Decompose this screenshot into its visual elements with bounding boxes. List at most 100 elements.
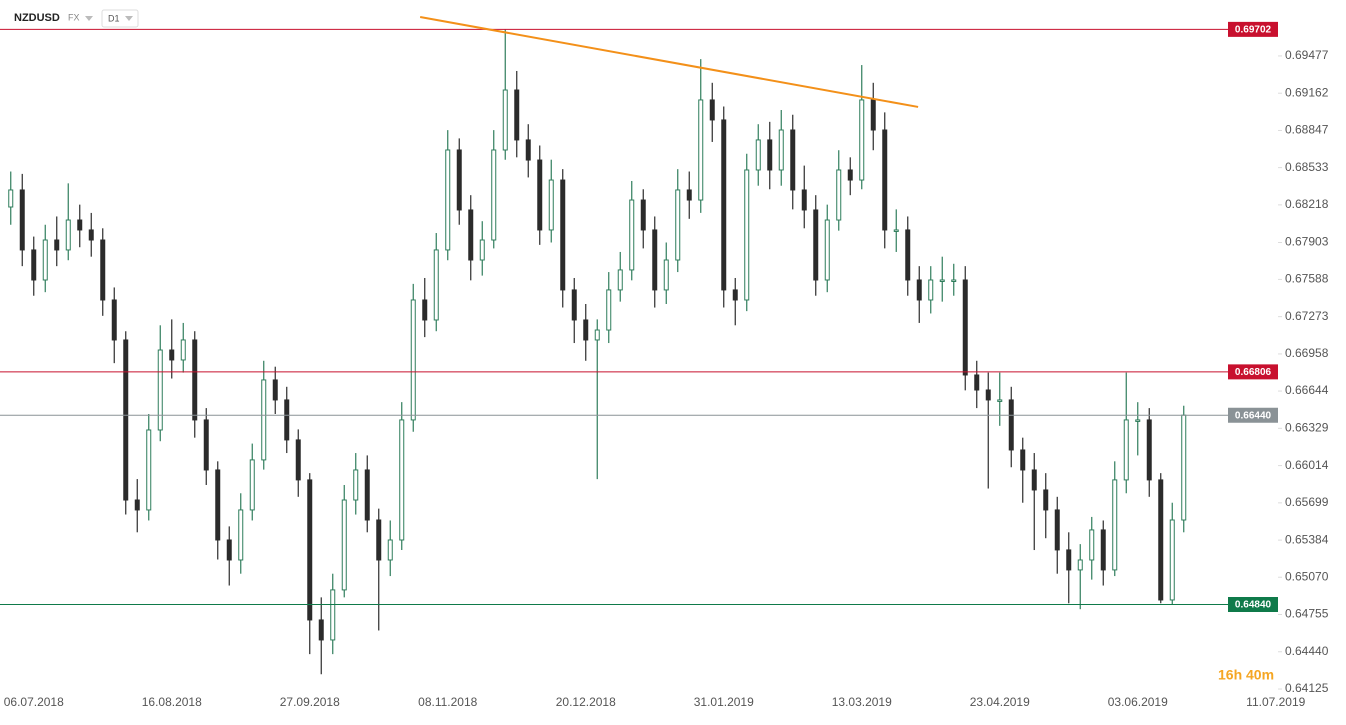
dropdown-arrow[interactable] bbox=[125, 16, 133, 21]
candle-body bbox=[399, 419, 405, 541]
y-tick-label: 0.66329 bbox=[1285, 420, 1329, 434]
candle-body bbox=[341, 499, 347, 591]
candle-body bbox=[42, 239, 48, 281]
x-tick-label: 31.01.2019 bbox=[694, 695, 754, 709]
candle-body bbox=[698, 99, 704, 201]
candle-body bbox=[376, 519, 382, 561]
candle-body bbox=[870, 99, 876, 131]
candle-body bbox=[813, 209, 819, 281]
y-tick-label: 0.66014 bbox=[1285, 458, 1329, 472]
level-label-box bbox=[1228, 407, 1278, 423]
candle-body bbox=[1043, 489, 1049, 511]
candle-body bbox=[1135, 419, 1141, 422]
candle-body bbox=[1112, 479, 1118, 571]
candle-body bbox=[882, 129, 888, 231]
x-tick-label: 27.09.2018 bbox=[280, 695, 340, 709]
candle-body bbox=[1077, 559, 1083, 571]
x-tick-label: 03.06.2019 bbox=[1108, 695, 1168, 709]
x-tick-label: 08.11.2018 bbox=[418, 695, 477, 709]
y-tick-label: 0.65070 bbox=[1285, 569, 1329, 583]
candle-body bbox=[778, 129, 784, 171]
candle-body bbox=[744, 169, 750, 301]
x-tick-label: 20.12.2018 bbox=[556, 695, 616, 709]
interval[interactable]: D1 bbox=[108, 13, 120, 23]
y-tick-label: 0.69162 bbox=[1285, 85, 1329, 99]
candle-body bbox=[537, 159, 543, 231]
candle-body bbox=[1181, 414, 1187, 521]
symbol[interactable]: NZDUSD bbox=[14, 12, 60, 24]
candle-body bbox=[203, 419, 209, 471]
candle-body bbox=[284, 399, 290, 441]
candle-body bbox=[146, 429, 152, 511]
candle-body bbox=[272, 379, 278, 401]
y-tick-label: 0.64440 bbox=[1285, 644, 1329, 658]
level-label: 0.69702 bbox=[1235, 24, 1272, 35]
y-tick-label: 0.66958 bbox=[1285, 346, 1329, 360]
candle-body bbox=[709, 99, 715, 121]
candle-body bbox=[594, 329, 600, 341]
level-label: 0.66806 bbox=[1235, 367, 1272, 378]
candle-body bbox=[617, 269, 623, 291]
candle-body bbox=[123, 339, 129, 501]
candle-body bbox=[847, 169, 853, 181]
candle-body bbox=[640, 199, 646, 231]
market[interactable]: FX bbox=[68, 12, 80, 22]
interval-box[interactable] bbox=[101, 9, 139, 28]
candle-body bbox=[767, 139, 773, 171]
candle-body bbox=[330, 589, 336, 641]
candle-body bbox=[836, 169, 842, 221]
candle-body bbox=[1158, 479, 1164, 601]
level-label-box bbox=[1228, 596, 1278, 612]
candle-body bbox=[525, 139, 531, 161]
y-tick-label: 0.67903 bbox=[1285, 235, 1329, 249]
candle-body bbox=[1123, 419, 1129, 481]
candle-body bbox=[318, 619, 324, 641]
candle-body bbox=[1146, 419, 1152, 481]
candle-body bbox=[790, 129, 796, 191]
candle-body bbox=[88, 229, 94, 241]
candle-body bbox=[54, 239, 60, 251]
candle-body bbox=[571, 289, 577, 321]
dropdown-arrow[interactable] bbox=[85, 16, 93, 21]
candle-body bbox=[445, 149, 451, 251]
candle-body bbox=[1054, 509, 1060, 551]
y-tick-label: 0.64125 bbox=[1285, 681, 1329, 695]
candle-body bbox=[1020, 449, 1026, 471]
candle-body bbox=[157, 349, 163, 431]
candle-body bbox=[387, 539, 393, 561]
candle-body bbox=[985, 389, 991, 401]
x-tick-label: 06.07.2018 bbox=[4, 695, 64, 709]
candle-body bbox=[893, 229, 899, 232]
candle-body bbox=[548, 179, 554, 231]
candle-body bbox=[916, 279, 922, 301]
candle-body bbox=[732, 289, 738, 301]
trendline bbox=[419, 16, 919, 108]
candle-body bbox=[215, 469, 221, 541]
candle-body bbox=[169, 349, 175, 361]
candle-body bbox=[410, 299, 416, 421]
candle-body bbox=[686, 189, 692, 201]
candle-body bbox=[721, 119, 727, 291]
candle-body bbox=[238, 509, 244, 561]
candle-body bbox=[134, 499, 140, 511]
candle-body bbox=[905, 229, 911, 281]
candle-body bbox=[433, 249, 439, 321]
candle-body bbox=[755, 139, 761, 171]
candle-body bbox=[8, 189, 14, 208]
candle-body bbox=[31, 249, 37, 281]
candle-body bbox=[514, 89, 520, 141]
candle-body bbox=[962, 279, 968, 376]
candle-body bbox=[629, 199, 635, 271]
candle-body bbox=[422, 299, 428, 321]
candle-body bbox=[939, 279, 945, 282]
candle-body bbox=[249, 459, 255, 511]
countdown: 16h 40m bbox=[1218, 667, 1274, 683]
candle-body bbox=[65, 219, 71, 251]
candle-body bbox=[1100, 529, 1106, 571]
level-label-box bbox=[1228, 364, 1278, 380]
candle-body bbox=[353, 469, 359, 501]
y-tick-label: 0.66644 bbox=[1285, 383, 1329, 397]
